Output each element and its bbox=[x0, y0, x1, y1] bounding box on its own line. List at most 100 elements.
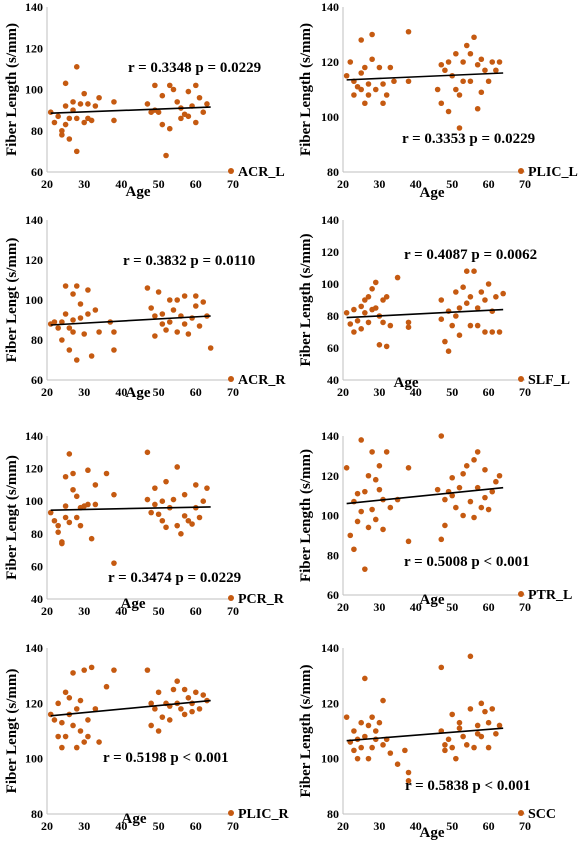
data-point bbox=[478, 733, 485, 740]
data-point bbox=[347, 59, 354, 65]
data-point bbox=[362, 488, 368, 495]
data-point bbox=[482, 297, 488, 303]
y-tick-label: 60 bbox=[31, 373, 43, 387]
data-point bbox=[62, 689, 69, 696]
x-tick-label: 40 bbox=[410, 819, 422, 833]
data-point bbox=[347, 532, 354, 539]
data-point bbox=[66, 115, 73, 122]
data-point bbox=[474, 722, 481, 729]
data-point bbox=[478, 504, 485, 511]
data-point bbox=[438, 536, 445, 543]
data-point bbox=[196, 323, 203, 329]
y-tick-label: 140 bbox=[321, 213, 339, 227]
data-point bbox=[55, 113, 61, 120]
data-point bbox=[485, 506, 492, 513]
data-point bbox=[81, 119, 87, 126]
data-point bbox=[189, 315, 195, 321]
data-point bbox=[152, 485, 158, 491]
data-point bbox=[442, 747, 448, 754]
data-point bbox=[81, 667, 87, 673]
y-tick-label: 120 bbox=[321, 245, 339, 259]
data-point bbox=[343, 310, 350, 316]
data-point bbox=[185, 88, 192, 95]
y-tick-label: 80 bbox=[31, 124, 43, 138]
data-point bbox=[55, 733, 61, 740]
legend-marker bbox=[518, 168, 524, 174]
legend-label: PCR_R bbox=[238, 592, 285, 607]
x-tick-label: 60 bbox=[190, 819, 202, 833]
y-tick-label: 120 bbox=[25, 696, 43, 710]
data-point bbox=[449, 492, 456, 499]
legend-label: SCC bbox=[528, 807, 556, 822]
data-point bbox=[155, 689, 162, 696]
data-point bbox=[442, 742, 448, 748]
y-tick-label: 100 bbox=[25, 494, 43, 508]
data-point bbox=[103, 470, 110, 477]
x-tick-label: 30 bbox=[78, 385, 90, 399]
x-tick-label: 50 bbox=[446, 177, 458, 191]
data-point bbox=[438, 297, 445, 303]
data-point bbox=[478, 56, 485, 63]
data-point bbox=[111, 491, 117, 498]
x-tick-label: 60 bbox=[483, 385, 495, 399]
y-tick-label: 120 bbox=[25, 462, 43, 476]
x-axis-label: Age bbox=[122, 811, 147, 827]
data-point bbox=[369, 286, 375, 292]
data-point bbox=[456, 92, 463, 98]
data-point bbox=[85, 101, 91, 107]
correlation-annotation: r = 0.3832 p = 0.0110 bbox=[123, 253, 255, 269]
y-tick-label: 80 bbox=[327, 807, 339, 821]
data-point bbox=[449, 474, 456, 481]
x-tick-label: 70 bbox=[519, 600, 531, 614]
data-point bbox=[365, 524, 372, 531]
correlation-annotation: r = 0.4087 p = 0.0062 bbox=[404, 247, 537, 263]
data-point bbox=[81, 331, 87, 337]
x-tick-label: 50 bbox=[153, 604, 165, 618]
data-point bbox=[85, 717, 91, 723]
y-tick-label: 140 bbox=[25, 641, 43, 655]
y-tick-label: 100 bbox=[25, 752, 43, 766]
data-point bbox=[460, 59, 466, 65]
data-point bbox=[193, 119, 199, 126]
data-point bbox=[467, 322, 474, 329]
data-point bbox=[463, 268, 470, 275]
data-point bbox=[47, 109, 54, 115]
data-point bbox=[354, 755, 361, 762]
data-point bbox=[111, 99, 117, 105]
x-tick-label: 50 bbox=[446, 819, 458, 833]
data-point bbox=[380, 319, 386, 326]
data-point bbox=[70, 486, 76, 493]
y-tick-label: 100 bbox=[321, 277, 339, 291]
data-point bbox=[449, 744, 456, 751]
data-point bbox=[365, 81, 372, 87]
data-point bbox=[463, 300, 470, 307]
data-point bbox=[178, 115, 184, 122]
data-point bbox=[92, 103, 99, 109]
data-point bbox=[144, 285, 151, 291]
data-point bbox=[166, 297, 173, 303]
data-point bbox=[51, 119, 58, 126]
data-point bbox=[485, 744, 492, 751]
data-point bbox=[394, 761, 401, 767]
data-point bbox=[163, 478, 169, 485]
data-point bbox=[387, 64, 394, 71]
trend-line bbox=[346, 486, 504, 505]
data-point bbox=[369, 714, 375, 720]
x-axis-label: Age bbox=[420, 185, 445, 201]
data-point bbox=[189, 708, 195, 715]
data-point bbox=[155, 511, 162, 518]
data-point bbox=[453, 289, 459, 295]
data-point bbox=[496, 472, 503, 479]
data-point bbox=[354, 318, 361, 324]
data-point bbox=[369, 449, 375, 455]
data-point bbox=[148, 722, 154, 729]
data-point bbox=[73, 64, 80, 70]
data-point bbox=[62, 733, 69, 740]
data-point bbox=[467, 706, 474, 712]
legend-marker bbox=[518, 810, 524, 816]
data-point bbox=[73, 283, 80, 289]
data-point bbox=[159, 714, 166, 720]
data-point bbox=[474, 305, 481, 311]
x-tick-label: 40 bbox=[115, 177, 127, 191]
data-point bbox=[485, 719, 492, 726]
